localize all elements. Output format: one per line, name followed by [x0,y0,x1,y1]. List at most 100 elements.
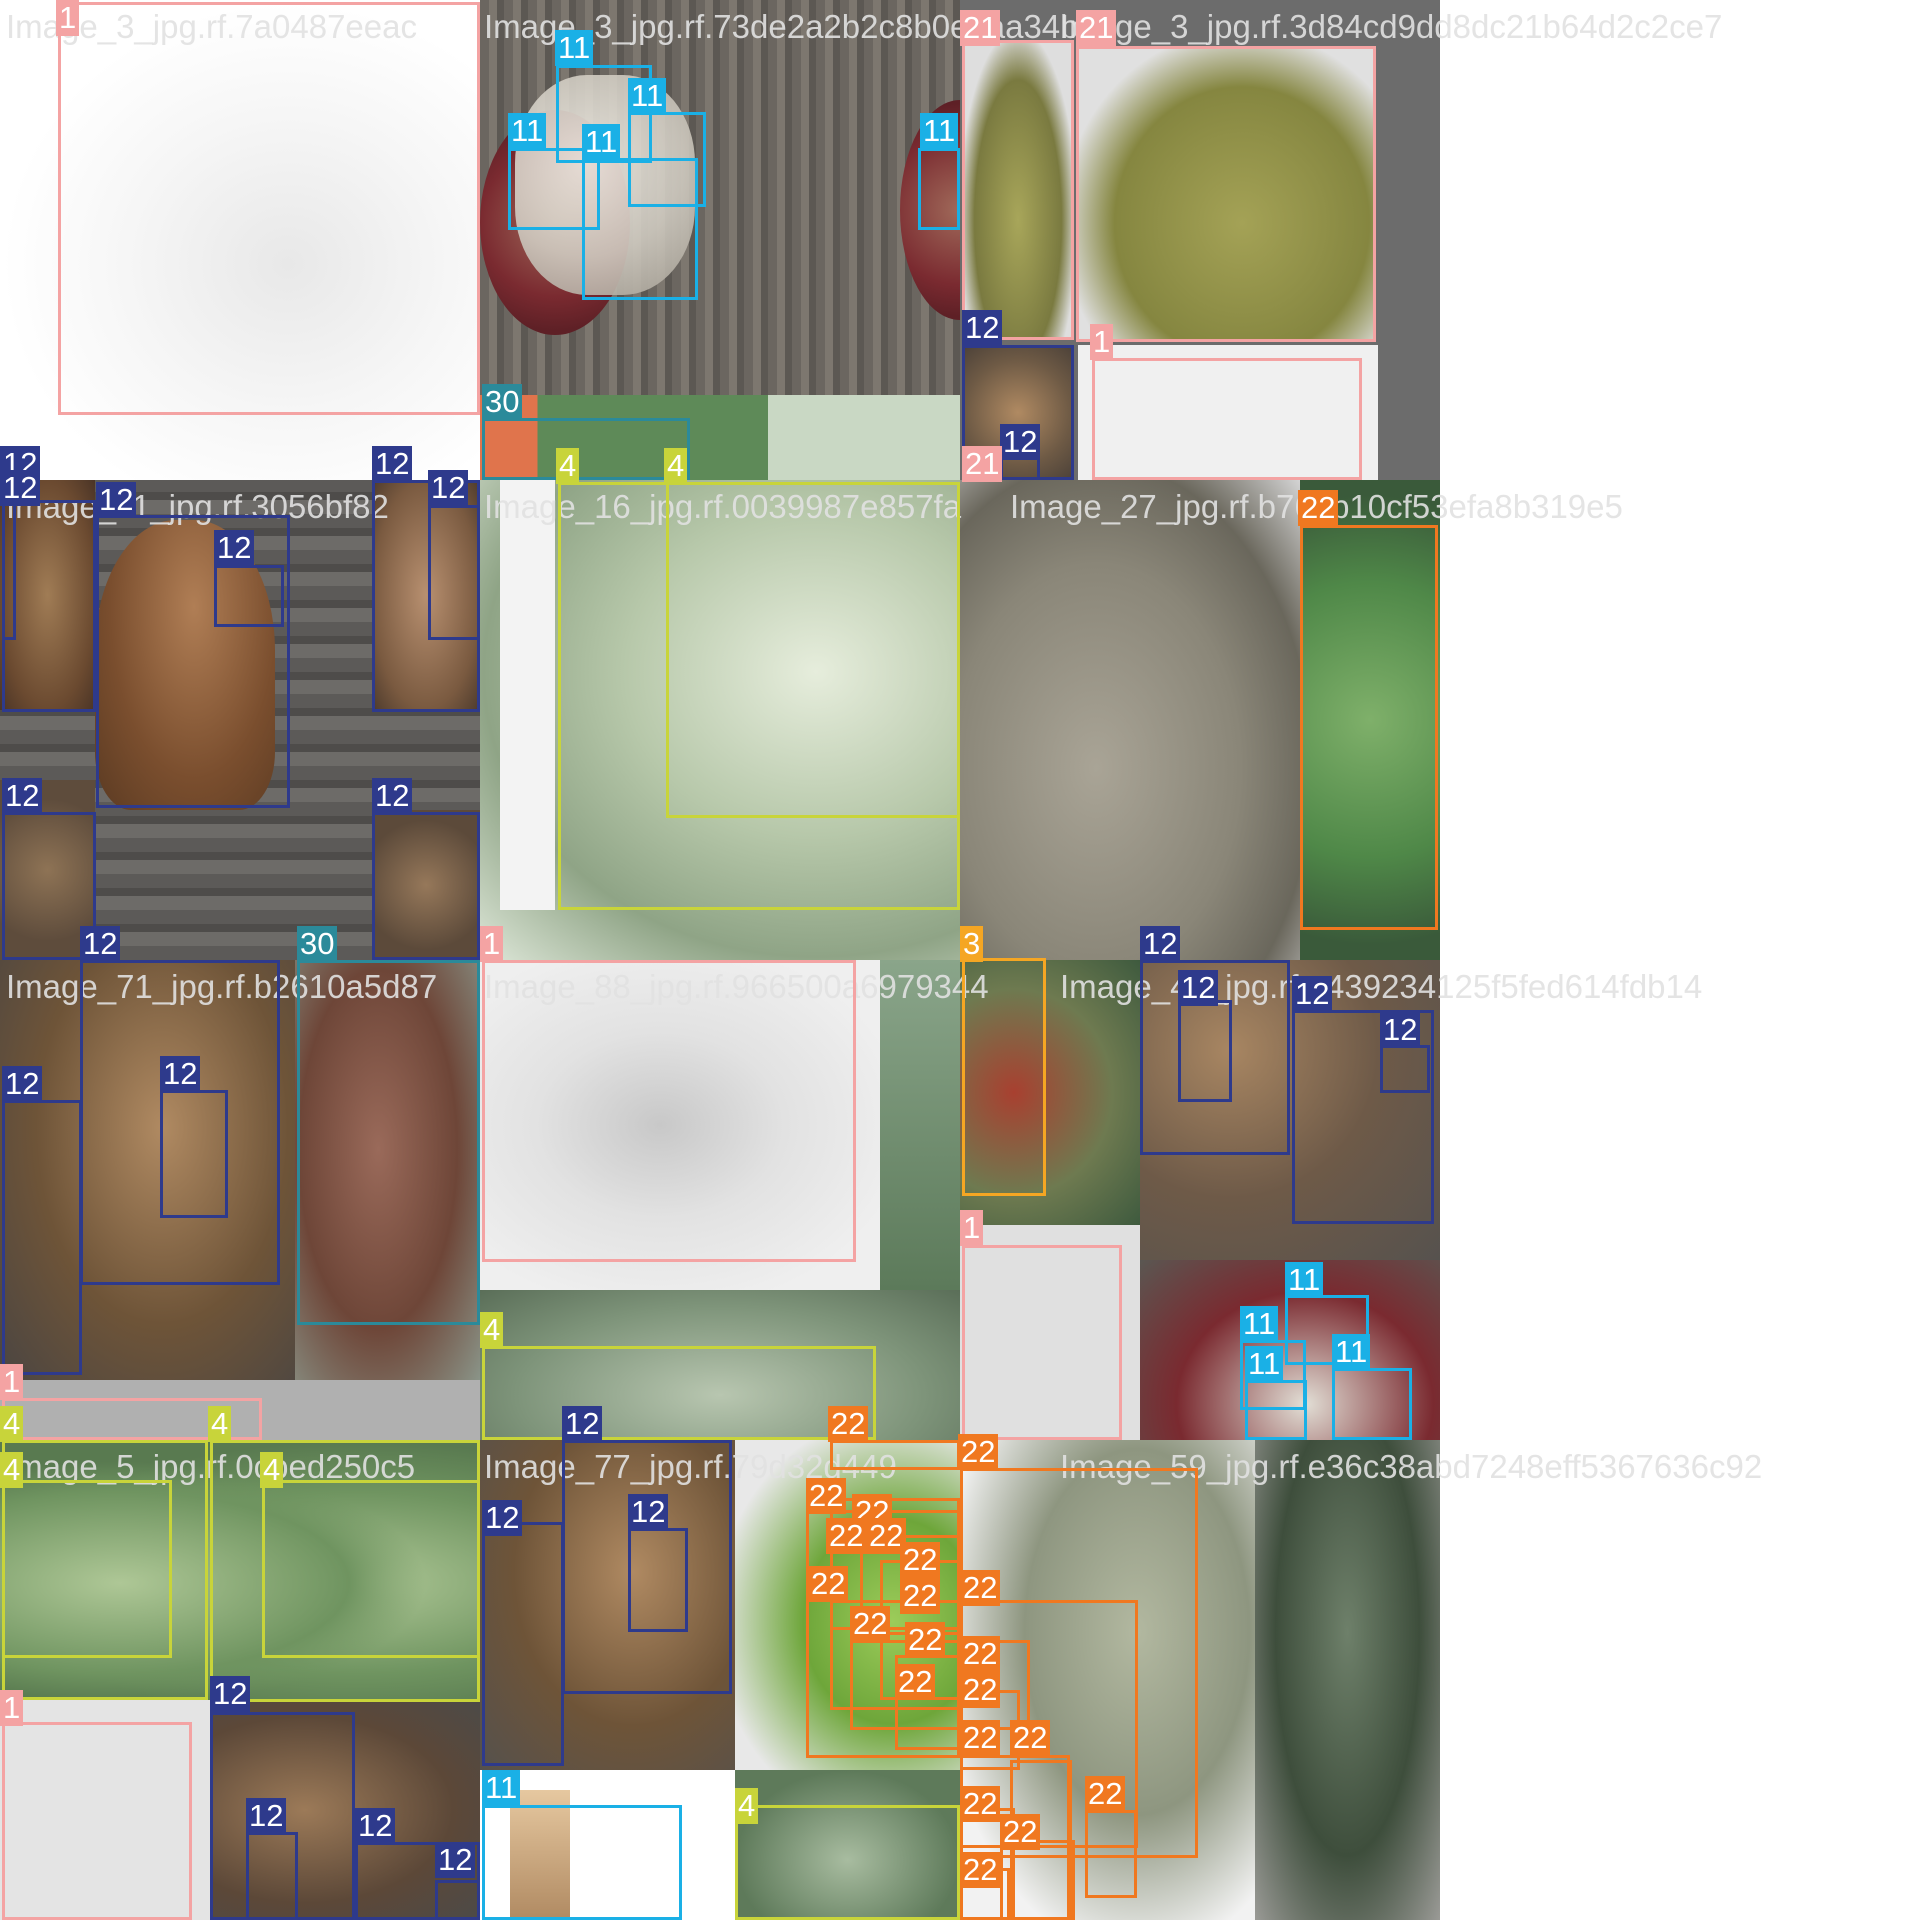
caption-8: Image_88_jpg.rf.966500a6979344 [484,968,989,1005]
class-tag-12: 12 [2,778,43,814]
class-tag-22: 22 [808,1566,849,1602]
tile-pear-large [1078,48,1376,340]
bbox-12 [2,500,96,712]
class-tag-4: 4 [480,1312,504,1348]
class-tag-4: 4 [0,1452,24,1488]
bbox-12 [1292,1010,1434,1224]
bbox-11 [1245,1380,1307,1440]
class-tag-22: 22 [960,1720,1001,1756]
class-tag-11: 11 [1285,1262,1324,1298]
class-tag-22: 22 [958,1434,999,1470]
class-tag-22: 22 [826,1518,867,1554]
tile-banana-small-top [1078,345,1378,480]
class-tag-1: 1 [56,0,80,36]
class-tag-12: 12 [372,446,413,482]
class-tag-4: 4 [0,1406,24,1442]
class-tag-22: 22 [850,1606,891,1642]
bbox-30 [482,418,690,480]
class-tag-11: 11 [1240,1306,1279,1342]
bbox-12 [2,1100,82,1375]
class-tag-1: 1 [0,1364,24,1400]
bbox-12 [1178,1000,1232,1102]
tile-pepper [960,960,1140,1225]
bbox-21 [1076,46,1376,342]
class-tag-22: 22 [895,1664,936,1700]
bbox-12 [214,565,284,627]
class-tag-22: 22 [960,1852,1001,1888]
bbox-12 [246,1832,298,1920]
bbox-4 [735,1805,960,1920]
class-tag-30: 30 [482,384,523,420]
bbox-1 [482,960,856,1262]
tile-ginger-spoon-3 [480,1440,735,1770]
bbox-1 [1092,358,1362,480]
class-tag-22: 22 [828,1406,869,1442]
bbox-1 [58,2,480,415]
class-tag-4: 4 [208,1406,232,1442]
tile-gray-strip [0,1380,480,1440]
class-tag-4: 4 [260,1452,284,1488]
bbox-22 [1300,525,1438,930]
tile-banana-bottom-left [0,1700,210,1920]
class-tag-12: 12 [482,1500,523,1536]
bbox-11 [582,158,698,300]
bbox-1 [2,1722,192,1920]
class-tag-22: 22 [1010,1720,1051,1756]
class-tag-22: 22 [866,1518,907,1554]
class-tag-1: 1 [0,1690,24,1726]
class-tag-12: 12 [1380,1012,1421,1048]
class-tag-12: 12 [214,530,255,566]
bbox-12 [372,812,480,960]
bbox-4 [262,1480,480,1658]
class-tag-1: 1 [1090,324,1114,360]
bbox-12 [2,812,96,960]
class-tag-12: 12 [372,778,413,814]
class-tag-3: 3 [960,926,984,962]
bbox-21 [962,40,1074,340]
class-tag-11: 11 [582,124,621,160]
tile-pear-closeup [960,480,1300,960]
bbox-22 [830,1440,960,1470]
tile-banana-small-mid [960,1225,1140,1440]
caption-11: Image_77_jpg.rf.79d32d449 [484,1448,897,1485]
bbox-12 [628,1528,688,1632]
class-tag-11: 11 [920,113,959,149]
class-tag-22: 22 [1298,490,1339,526]
tile-banana-bw [0,0,480,480]
class-tag-11: 11 [555,30,594,66]
class-tag-12: 12 [0,470,41,506]
caption-9: Image_40_jpg.rf.e439234125f5fed614fdb14 [1060,968,1703,1005]
bbox-12 [428,505,480,640]
bbox-4 [482,1346,876,1440]
tile-leaf-strip [880,960,960,1290]
tile-ginger-bowl-right [372,480,480,710]
class-tag-30: 30 [297,926,338,962]
bbox-1 [962,1245,1122,1440]
tile-cabbage-leaves-mid [480,1290,960,1440]
bbox-11 [918,148,960,230]
class-tag-11: 11 [482,1770,521,1806]
class-tag-12: 12 [428,470,469,506]
caption-12: Image_59_jpg.rf.e36c38abd7248eff5367636c… [1060,1448,1763,1485]
class-tag-1: 1 [960,1210,984,1246]
class-tag-12: 12 [355,1808,396,1844]
class-tag-12: 12 [210,1676,251,1712]
class-tag-12: 12 [1178,970,1219,1006]
class-tag-21: 21 [960,10,1001,46]
class-tag-12: 12 [562,1406,603,1442]
class-tag-22: 22 [900,1542,941,1578]
tile-dreamstime-strip [500,480,555,910]
class-tag-22: 22 [905,1622,946,1658]
bbox-4 [2,1480,172,1658]
class-tag-22: 22 [960,1786,1001,1822]
class-tag-12: 12 [2,1066,43,1102]
bbox-4 [666,482,960,818]
tile-spoon [95,520,275,810]
class-tag-4: 4 [664,448,688,484]
class-tag-22: 22 [960,1636,1001,1672]
bbox-12 [160,1090,228,1218]
tile-potato [295,960,480,1380]
class-tag-11: 11 [1245,1346,1284,1382]
class-tag-22: 22 [900,1578,941,1614]
